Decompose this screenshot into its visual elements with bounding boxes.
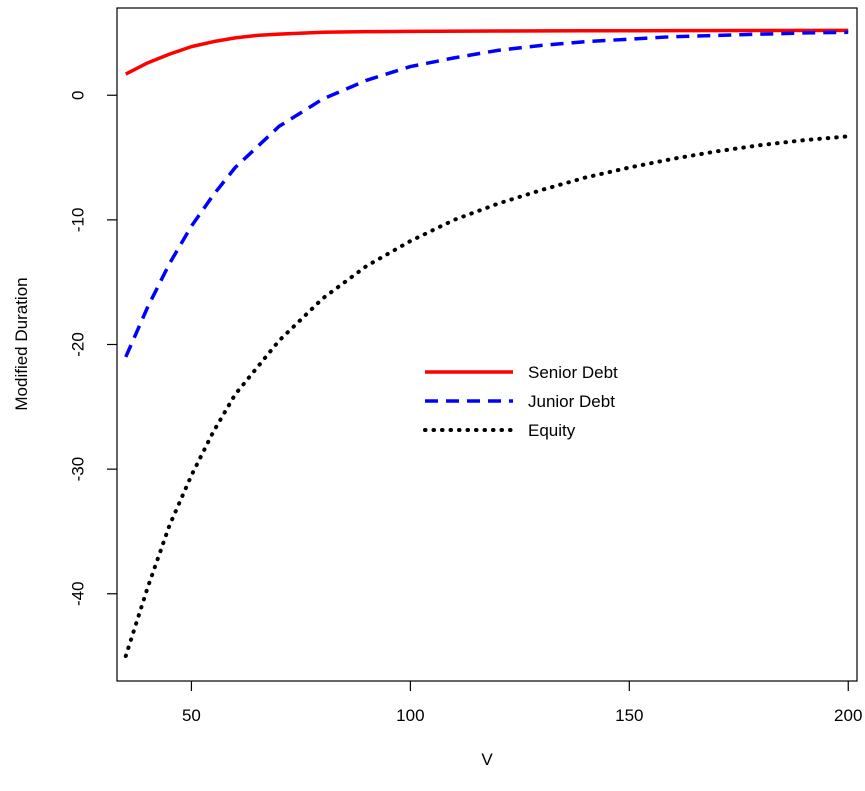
legend-label-0: Senior Debt	[528, 363, 618, 382]
y-axis: 0 -10 -20 -30 -40	[68, 91, 117, 606]
y-tick-label: -40	[68, 581, 87, 606]
series-line-1	[124, 30, 849, 358]
y-tick-label: -20	[68, 332, 87, 357]
x-axis-label: V	[481, 750, 493, 769]
legend: Senior Debt Junior Debt Equity	[423, 363, 618, 440]
x-tick-label: 50	[182, 706, 201, 725]
y-tick-label: -10	[68, 208, 87, 233]
legend-label-1: Junior Debt	[528, 392, 615, 411]
x-axis: 50 100 150 200	[182, 681, 862, 725]
series-line-2	[123, 134, 851, 659]
y-tick-label: 0	[68, 91, 87, 100]
x-tick-label: 150	[615, 706, 643, 725]
series-line-0	[124, 28, 849, 76]
series-layer	[123, 28, 851, 659]
y-tick-label: -30	[68, 457, 87, 482]
x-tick-label: 100	[396, 706, 424, 725]
x-tick-label: 200	[834, 706, 862, 725]
plot-frame	[116, 7, 858, 682]
y-axis-label: Modified Duration	[12, 277, 31, 410]
legend-label-2: Equity	[528, 421, 576, 440]
